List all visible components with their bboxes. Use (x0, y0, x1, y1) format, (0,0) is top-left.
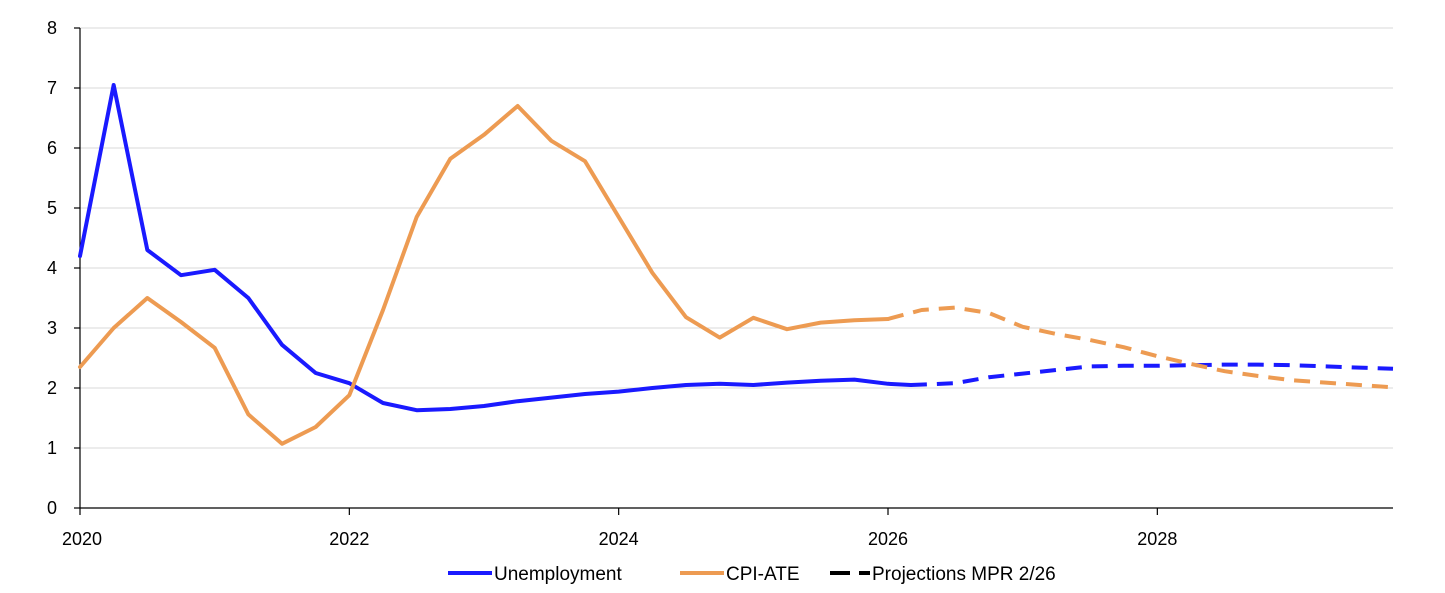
tick-labels: 0 1 2 3 4 5 6 7 8 2020 2022 2024 2026 2028 (47, 18, 1177, 549)
y-tick-label: 1 (47, 438, 57, 458)
legend: Unemployment CPI-ATE Projections MPR 2/26 (448, 564, 1056, 585)
legend-label: Unemployment (494, 564, 622, 585)
y-tick-label: 5 (47, 198, 57, 218)
y-tick-label: 8 (47, 18, 57, 38)
y-tick-label: 2 (47, 378, 57, 398)
x-tick-label: 2028 (1137, 529, 1177, 549)
series-line-cpi-ate-projection (887, 305, 1394, 390)
axes (74, 27, 1393, 515)
series-line-cpi-ate (78, 104, 890, 446)
y-tick-label: 3 (47, 318, 57, 338)
legend-item: Projections MPR 2/26 (830, 564, 1056, 585)
y-tick-label: 4 (47, 258, 57, 278)
x-tick-label: 2026 (868, 529, 908, 549)
legend-label: CPI-ATE (726, 564, 800, 585)
series-line-unemployment (78, 83, 913, 413)
x-tick-label: 2024 (599, 529, 639, 549)
x-tick-label: 2020 (62, 529, 102, 549)
legend-label: Projections MPR 2/26 (872, 564, 1056, 585)
series-line-unemployment-projection (910, 362, 1394, 387)
series-lines (78, 83, 1394, 446)
legend-item: Unemployment (448, 564, 622, 585)
x-tick-label: 2022 (329, 529, 369, 549)
y-tick-label: 6 (47, 138, 57, 158)
legend-item: CPI-ATE (680, 564, 800, 585)
y-tick-label: 7 (47, 78, 57, 98)
y-tick-label: 0 (47, 498, 57, 518)
